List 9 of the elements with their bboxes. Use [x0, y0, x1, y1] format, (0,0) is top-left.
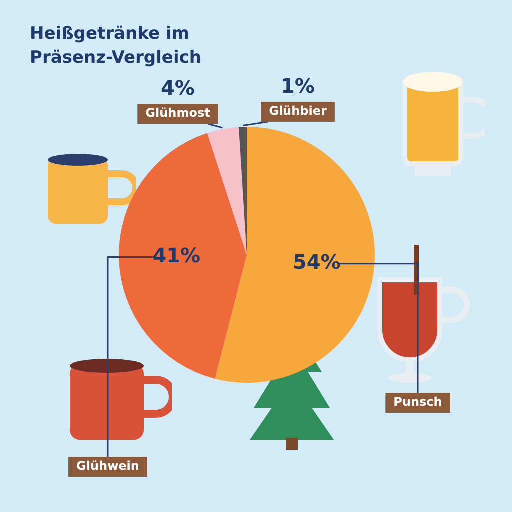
data-label: 41% [152, 243, 201, 268]
data-label: 1% [281, 74, 315, 98]
slice-label: Glühbier [269, 104, 327, 118]
slice-label: Glühmost [146, 106, 211, 120]
slice-label: Glühwein [76, 459, 140, 474]
data-label: 4% [161, 76, 195, 100]
slice-label: Punsch [394, 395, 442, 410]
data-label: 54% [292, 250, 341, 274]
chart-title: Heißgetränke im Präsenz-Vergleich [30, 23, 202, 70]
